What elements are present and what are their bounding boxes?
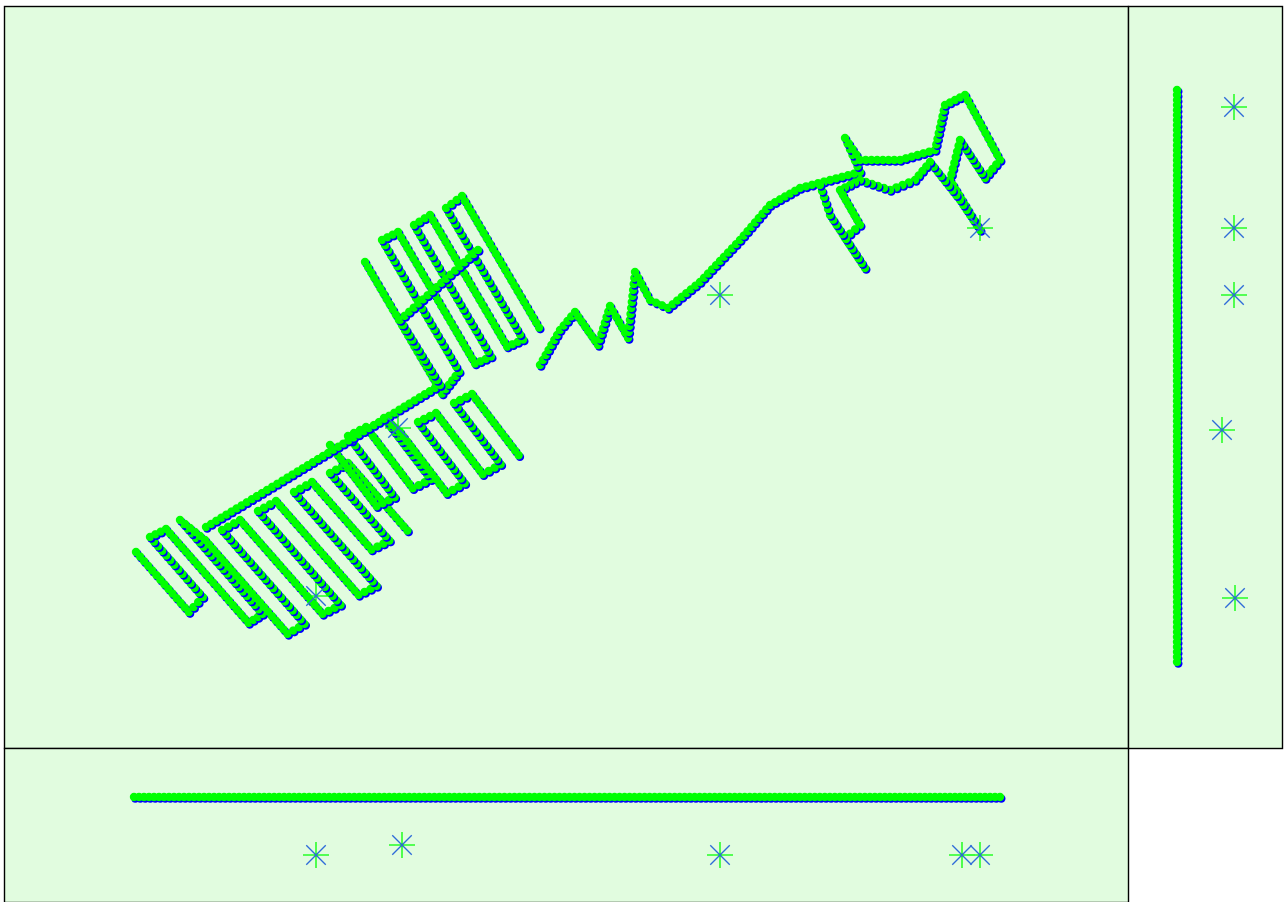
- side-gcp-marker-icon: [1222, 585, 1248, 611]
- side-gcp-marker-icon: [1221, 215, 1247, 241]
- gcp-marker-icon: [967, 215, 993, 241]
- track-point-transit: [473, 245, 483, 255]
- track-point-block-b: [514, 451, 523, 460]
- track-layer: [129, 85, 1183, 803]
- top-view-panel: [3, 5, 1130, 750]
- side-gcp-marker-icon: [1221, 94, 1247, 120]
- gcp-marker-icon: [385, 415, 411, 441]
- gcp-marker-icon: [707, 282, 733, 308]
- front-gcp-marker-icon: [949, 842, 975, 868]
- front-view-panel: [3, 747, 1130, 902]
- side-gcp-marker-icon: [1209, 417, 1235, 443]
- track-point-cluster: [815, 180, 825, 190]
- front-gcp-marker-icon: [707, 842, 733, 868]
- track-point-block-c: [534, 323, 544, 332]
- track-point-block-a: [403, 526, 412, 535]
- side-gcp-marker-icon: [1221, 282, 1247, 308]
- front-track-point: [995, 792, 1005, 802]
- front-gcp-marker-icon: [967, 842, 993, 868]
- front-gcp-marker-icon: [303, 842, 329, 868]
- gcp-marker-icon: [303, 583, 329, 609]
- marker-layer: [303, 94, 1248, 868]
- front-gcp-marker-icon: [389, 832, 415, 858]
- side-track-point: [1172, 657, 1182, 667]
- side-view-panel: [1127, 5, 1284, 750]
